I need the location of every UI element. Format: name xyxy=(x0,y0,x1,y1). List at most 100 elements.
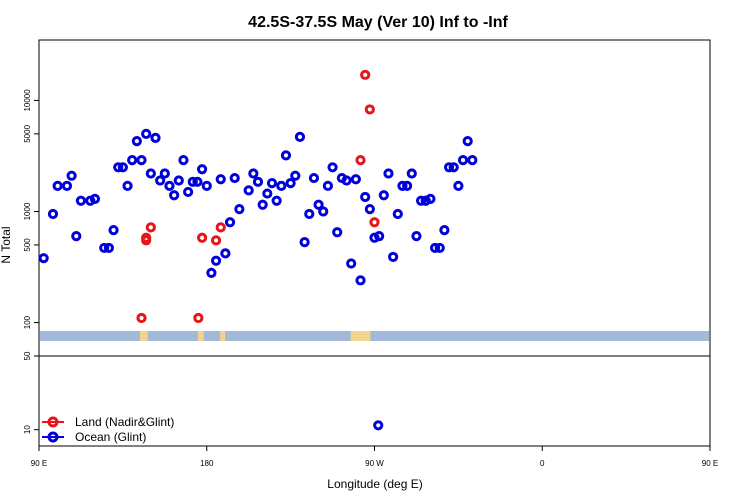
coast-band-land-segment xyxy=(350,331,354,341)
ocean-point xyxy=(178,155,189,166)
ocean-point xyxy=(313,199,324,210)
ocean-point xyxy=(89,193,101,204)
land-point xyxy=(210,235,222,246)
ocean-point xyxy=(252,176,264,187)
ocean-point xyxy=(206,267,217,279)
ocean-point xyxy=(257,199,268,210)
ocean-point xyxy=(145,168,156,179)
ocean-point xyxy=(402,180,413,192)
ocean-point xyxy=(136,155,147,166)
ocean-point xyxy=(425,193,436,204)
ocean-point xyxy=(201,180,212,192)
ocean-point xyxy=(285,178,296,189)
ocean-point xyxy=(322,180,334,192)
ocean-point xyxy=(299,237,310,248)
ocean-point xyxy=(457,155,469,166)
y-tick-label: 50 xyxy=(23,351,32,360)
ocean-point xyxy=(243,185,254,196)
ocean-point xyxy=(187,176,198,187)
ocean-point xyxy=(373,420,384,431)
ocean-point xyxy=(443,162,455,173)
ocean-point xyxy=(108,224,119,236)
y-axis-label: N Total xyxy=(0,226,13,263)
coast-band-land-segment xyxy=(365,331,369,341)
ocean-point xyxy=(150,132,161,143)
ocean-point xyxy=(280,150,292,161)
x-tick-label: 90 E xyxy=(31,459,47,468)
land-point xyxy=(364,104,375,115)
ocean-point xyxy=(355,275,366,286)
ocean-point xyxy=(448,162,459,173)
coast-band-land-segment xyxy=(361,331,365,341)
ocean-point xyxy=(415,195,427,206)
ocean-point xyxy=(61,180,73,192)
land-point xyxy=(193,312,204,324)
ocean-point xyxy=(52,180,63,192)
ocean-point xyxy=(341,175,352,186)
ocean-point xyxy=(113,162,124,173)
ocean-point xyxy=(117,162,128,173)
land-point xyxy=(355,155,366,166)
ocean-point xyxy=(229,172,240,184)
y-tick-label: 500 xyxy=(23,238,32,252)
ocean-point xyxy=(183,186,194,198)
coast-band-land-segment xyxy=(197,331,201,341)
ocean-point xyxy=(75,195,87,206)
ocean-point xyxy=(220,248,231,259)
ocean-point xyxy=(411,231,422,242)
coast-band-land-segment xyxy=(220,331,224,341)
ocean-point xyxy=(378,190,389,201)
ocean-point xyxy=(392,208,403,220)
ocean-point xyxy=(290,170,301,181)
land-point xyxy=(360,69,371,80)
coast-band-land-segment xyxy=(367,331,371,341)
ocean-point xyxy=(224,217,236,228)
x-tick-label: 0 xyxy=(540,459,545,468)
y-tick-label: 1000 xyxy=(23,202,32,220)
ocean-point xyxy=(262,188,273,199)
ocean-point xyxy=(155,175,166,186)
coast-band-land-segment xyxy=(354,331,358,341)
coast-band-land-segment xyxy=(140,331,144,341)
x-tick-label: 90 E xyxy=(702,459,718,468)
ocean-point xyxy=(346,258,357,269)
ocean-point xyxy=(103,242,114,254)
legend-marker-ocean xyxy=(47,431,59,443)
y-tick-label: 10 xyxy=(23,425,32,434)
land-point xyxy=(215,222,226,233)
land-point xyxy=(136,312,147,324)
legend: Land (Nadir&Glint) Ocean (Glint) xyxy=(42,415,174,444)
ocean-point xyxy=(304,208,315,220)
ocean-point xyxy=(364,204,375,215)
ocean-point xyxy=(266,178,278,189)
ocean-point xyxy=(276,180,287,192)
ocean-point xyxy=(406,168,417,179)
data-points xyxy=(38,69,478,431)
coast-band-land-segment xyxy=(222,331,226,341)
legend-label-land: Land (Nadir&Glint) xyxy=(75,415,174,429)
ocean-point xyxy=(397,180,408,192)
y-tick-label: 10000 xyxy=(23,89,32,112)
ocean-point xyxy=(159,168,170,179)
ocean-point xyxy=(434,242,445,254)
y-tick-label: 5000 xyxy=(23,124,32,142)
y-tick-label: 100 xyxy=(23,315,32,329)
ocean-point xyxy=(71,231,82,242)
ocean-point xyxy=(210,255,222,266)
ocean-point xyxy=(271,195,282,206)
ocean-point xyxy=(164,180,175,192)
land-point xyxy=(141,232,152,243)
ocean-point xyxy=(462,136,473,147)
ocean-point xyxy=(388,251,399,263)
legend-label-ocean: Ocean (Glint) xyxy=(75,430,146,444)
ocean-point xyxy=(38,253,49,264)
ocean-point xyxy=(122,180,133,192)
ocean-point xyxy=(248,168,259,179)
ocean-point xyxy=(127,155,138,166)
ocean-point xyxy=(318,206,329,217)
ocean-point xyxy=(196,164,208,175)
ocean-point xyxy=(383,168,394,179)
ocean-point xyxy=(192,176,203,187)
